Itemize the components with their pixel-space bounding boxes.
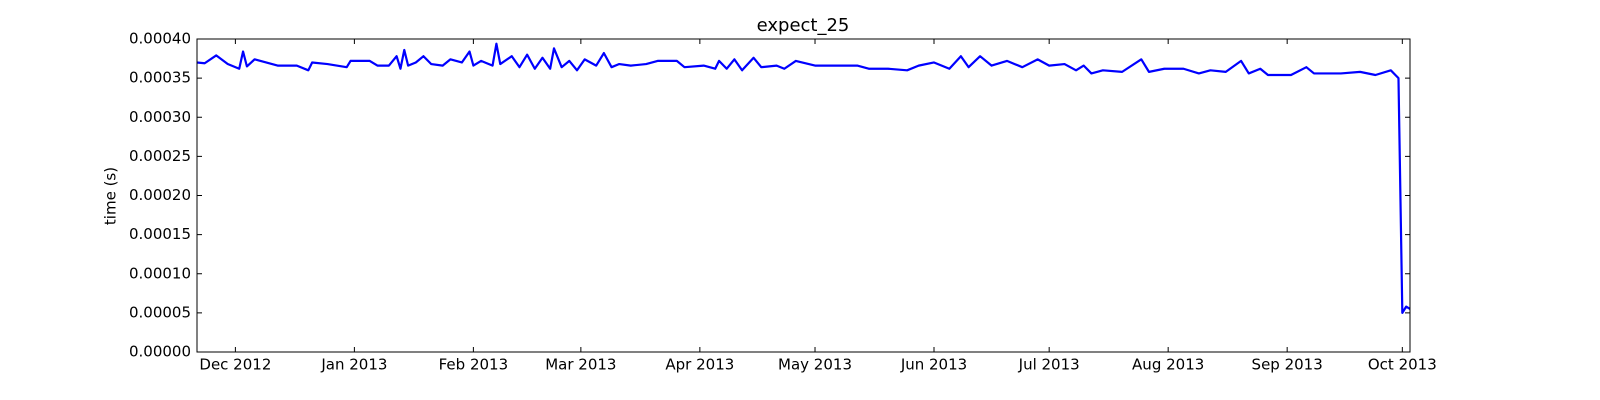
x-tick-label: Mar 2013 (545, 356, 616, 374)
y-axis-label: time (s) (102, 167, 120, 225)
x-tick-label: Jun 2013 (900, 356, 967, 374)
y-tick-label: 0.00025 (129, 147, 191, 165)
y-tick-label: 0.00020 (129, 186, 191, 204)
y-tick-label: 0.00035 (129, 69, 191, 87)
y-tick-label: 0.00030 (129, 108, 191, 126)
x-tick-label: Jul 2013 (1018, 356, 1080, 374)
x-tick-label: Sep 2013 (1252, 356, 1323, 374)
x-tick-label: Dec 2012 (199, 356, 271, 374)
x-tick-label: Jan 2013 (320, 356, 387, 374)
data-line (196, 42, 1411, 314)
x-tick-label: Feb 2013 (439, 356, 509, 374)
x-tick-label: May 2013 (778, 356, 852, 374)
y-tick-label: 0.00040 (129, 30, 191, 48)
y-tick-label: 0.00010 (129, 264, 191, 282)
plot-frame (196, 38, 1411, 353)
y-tick-label: 0.00015 (129, 225, 191, 243)
y-tick-label: 0.00000 (129, 343, 191, 361)
x-tick-label: Aug 2013 (1132, 356, 1204, 374)
x-tick-label: Oct 2013 (1368, 356, 1437, 374)
chart-title: expect_25 (757, 15, 850, 36)
x-tick-label: Apr 2013 (665, 356, 734, 374)
y-tick-label: 0.00005 (129, 303, 191, 321)
